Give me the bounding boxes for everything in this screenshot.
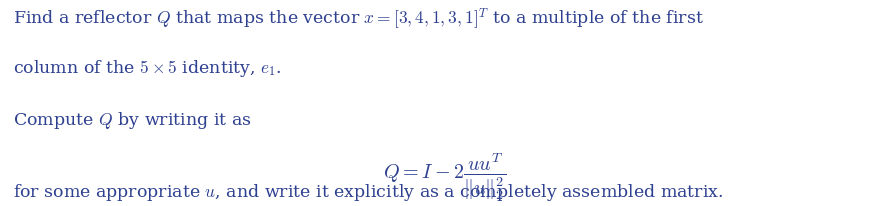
- Text: column of the $5 \times 5$ identity, $e_1$.: column of the $5 \times 5$ identity, $e_…: [13, 58, 282, 78]
- Text: Find a reflector $Q$ that maps the vector $x = [3, 4, 1, 3, 1]^T$ to a multiple : Find a reflector $Q$ that maps the vecto…: [13, 6, 704, 31]
- Text: Compute $Q$ by writing it as: Compute $Q$ by writing it as: [13, 109, 252, 130]
- Text: for some appropriate $u$, and write it explicitly as a completely assembled matr: for some appropriate $u$, and write it e…: [13, 181, 724, 202]
- Text: $Q = I - 2\dfrac{uu^T}{\|u\|_2^2}$: $Q = I - 2\dfrac{uu^T}{\|u\|_2^2}$: [383, 150, 506, 201]
